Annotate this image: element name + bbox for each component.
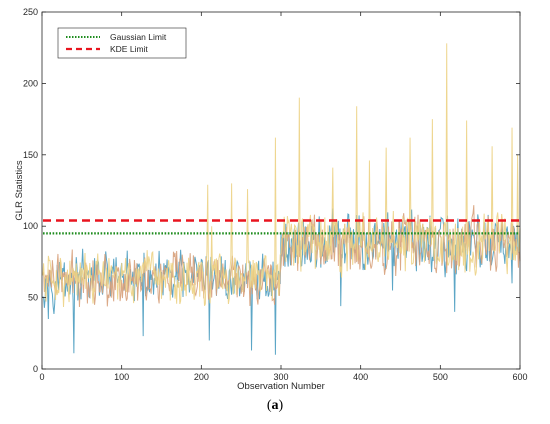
legend-box [57, 27, 187, 59]
y-tick-label: 0 [33, 364, 38, 374]
x-tick-label: 300 [273, 372, 288, 382]
series-line-3 [42, 43, 521, 307]
x-tick-label: 600 [512, 372, 527, 382]
y-tick-label: 150 [23, 150, 38, 160]
caption-open: ( [266, 398, 272, 413]
x-tick-label: 0 [39, 372, 44, 382]
caption-close: ) [278, 398, 284, 413]
glr-statistics-chart: 0 100 200 300 400 500 600 0 50 100 150 200 250 Gauss… [14, 7, 528, 392]
x-tick-label: 500 [433, 372, 448, 382]
y-tick-label: 50 [28, 293, 38, 303]
figure-caption: (a) [0, 398, 550, 414]
x-tick-label: 400 [353, 372, 368, 382]
legend-label-kde: KDE Limit [110, 44, 148, 54]
y-axis-title: GLR Statistics [14, 160, 25, 220]
axis-layer: 0 100 200 300 400 500 600 0 50 100 150 200 250 [23, 7, 528, 382]
caption-letter: a [271, 398, 279, 413]
y-tick-label: 200 [23, 78, 38, 88]
plot-frame [41, 11, 521, 370]
series-layer [42, 43, 521, 355]
legend: Gaussian Limit KDE Limit [57, 27, 187, 59]
series-line-2 [42, 205, 521, 308]
legend-label-gaussian: Gaussian Limit [110, 32, 167, 42]
x-axis-title: Observation Number [237, 381, 325, 392]
y-tick-label: 100 [23, 221, 38, 231]
x-tick-label: 100 [114, 372, 129, 382]
y-tick-label: 250 [23, 7, 38, 17]
threshold-layer [43, 219, 519, 235]
x-tick-label: 200 [194, 372, 209, 382]
